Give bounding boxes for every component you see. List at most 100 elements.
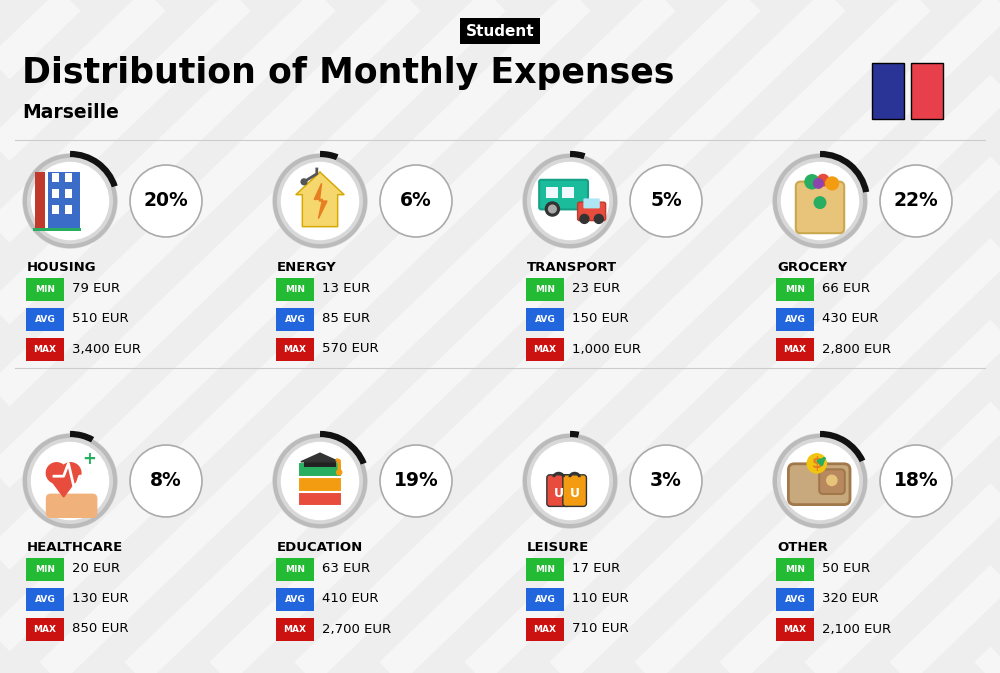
Text: $: $	[811, 456, 822, 471]
Text: Student: Student	[466, 24, 534, 38]
Text: MIN: MIN	[35, 565, 55, 573]
Circle shape	[880, 165, 952, 237]
Circle shape	[60, 463, 81, 483]
Text: AVG: AVG	[285, 314, 305, 324]
Text: 850 EUR: 850 EUR	[72, 623, 128, 635]
Text: LEISURE: LEISURE	[527, 541, 589, 554]
Text: 3,400 EUR: 3,400 EUR	[72, 343, 141, 355]
Text: 22%: 22%	[894, 192, 938, 211]
FancyBboxPatch shape	[52, 189, 59, 198]
Circle shape	[580, 215, 589, 223]
Text: MAX: MAX	[34, 625, 56, 633]
Text: AVG: AVG	[535, 594, 555, 604]
Circle shape	[545, 202, 559, 216]
Text: 79 EUR: 79 EUR	[72, 283, 120, 295]
FancyBboxPatch shape	[776, 337, 814, 361]
Text: 6%: 6%	[400, 192, 432, 211]
Text: HOUSING: HOUSING	[27, 261, 97, 274]
FancyBboxPatch shape	[526, 337, 564, 361]
Circle shape	[817, 174, 829, 186]
Text: 130 EUR: 130 EUR	[72, 592, 129, 606]
Text: Distribution of Monthly Expenses: Distribution of Monthly Expenses	[22, 56, 674, 90]
FancyBboxPatch shape	[65, 189, 72, 198]
Circle shape	[31, 442, 109, 520]
FancyBboxPatch shape	[776, 308, 814, 330]
FancyBboxPatch shape	[298, 476, 342, 491]
Text: 8%: 8%	[150, 472, 182, 491]
FancyBboxPatch shape	[33, 227, 81, 232]
Text: OTHER: OTHER	[777, 541, 828, 554]
Text: HEALTHCARE: HEALTHCARE	[27, 541, 123, 554]
Circle shape	[630, 165, 702, 237]
Circle shape	[523, 434, 617, 528]
Text: U: U	[554, 487, 564, 500]
Text: 320 EUR: 320 EUR	[822, 592, 879, 606]
FancyBboxPatch shape	[276, 337, 314, 361]
FancyBboxPatch shape	[562, 186, 574, 198]
FancyBboxPatch shape	[48, 172, 80, 229]
FancyBboxPatch shape	[776, 618, 814, 641]
Text: 510 EUR: 510 EUR	[72, 312, 129, 326]
Circle shape	[46, 463, 67, 483]
FancyBboxPatch shape	[46, 493, 97, 518]
Text: 50 EUR: 50 EUR	[822, 563, 870, 575]
FancyBboxPatch shape	[526, 557, 564, 581]
Circle shape	[781, 162, 859, 240]
Circle shape	[380, 445, 452, 517]
Text: 430 EUR: 430 EUR	[822, 312, 879, 326]
Text: 410 EUR: 410 EUR	[322, 592, 378, 606]
Text: 2,700 EUR: 2,700 EUR	[322, 623, 391, 635]
FancyBboxPatch shape	[788, 464, 850, 505]
Text: 2,800 EUR: 2,800 EUR	[822, 343, 891, 355]
Text: 66 EUR: 66 EUR	[822, 283, 870, 295]
Text: 19%: 19%	[394, 472, 438, 491]
Circle shape	[301, 179, 307, 184]
Text: U: U	[570, 487, 580, 500]
Text: 570 EUR: 570 EUR	[322, 343, 379, 355]
FancyBboxPatch shape	[276, 557, 314, 581]
Circle shape	[814, 197, 826, 209]
FancyBboxPatch shape	[526, 618, 564, 641]
Text: ENERGY: ENERGY	[277, 261, 337, 274]
Text: 1,000 EUR: 1,000 EUR	[572, 343, 641, 355]
Text: MAX: MAX	[784, 625, 806, 633]
Circle shape	[880, 445, 952, 517]
Text: 2,100 EUR: 2,100 EUR	[822, 623, 891, 635]
FancyBboxPatch shape	[578, 202, 606, 221]
FancyBboxPatch shape	[526, 277, 564, 301]
Circle shape	[273, 154, 367, 248]
FancyBboxPatch shape	[26, 337, 64, 361]
Circle shape	[807, 454, 826, 473]
Polygon shape	[47, 474, 80, 497]
Text: MIN: MIN	[785, 285, 805, 293]
Circle shape	[531, 442, 609, 520]
FancyBboxPatch shape	[796, 182, 844, 234]
Polygon shape	[296, 172, 344, 227]
Text: 63 EUR: 63 EUR	[322, 563, 370, 575]
FancyBboxPatch shape	[776, 557, 814, 581]
Text: EDUCATION: EDUCATION	[277, 541, 363, 554]
Text: AVG: AVG	[535, 314, 555, 324]
Text: 17 EUR: 17 EUR	[572, 563, 620, 575]
FancyBboxPatch shape	[776, 588, 814, 610]
FancyBboxPatch shape	[52, 173, 59, 182]
Text: AVG: AVG	[35, 594, 55, 604]
Circle shape	[337, 470, 342, 475]
Text: MAX: MAX	[533, 625, 556, 633]
FancyBboxPatch shape	[547, 474, 570, 506]
Polygon shape	[314, 184, 327, 219]
FancyBboxPatch shape	[776, 277, 814, 301]
FancyBboxPatch shape	[276, 277, 314, 301]
Text: MAX: MAX	[284, 625, 307, 633]
FancyBboxPatch shape	[819, 469, 845, 494]
Text: MAX: MAX	[533, 345, 556, 353]
Text: MIN: MIN	[535, 285, 555, 293]
Text: MAX: MAX	[284, 345, 307, 353]
FancyBboxPatch shape	[304, 461, 336, 466]
FancyBboxPatch shape	[539, 180, 588, 209]
Circle shape	[549, 205, 556, 213]
Text: MAX: MAX	[34, 345, 56, 353]
Polygon shape	[301, 453, 339, 462]
FancyBboxPatch shape	[26, 308, 64, 330]
FancyBboxPatch shape	[52, 205, 59, 214]
